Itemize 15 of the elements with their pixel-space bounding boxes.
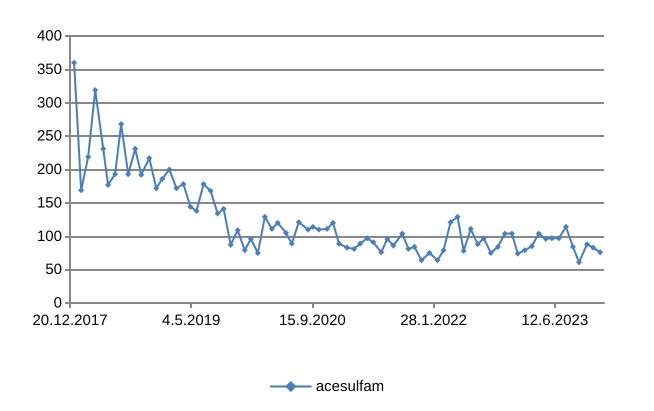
- x-tick-label: 15.9.2020: [279, 312, 346, 329]
- y-tick-label: 50: [45, 261, 62, 278]
- y-tick-label: 250: [36, 128, 62, 145]
- x-tick-label: 4.5.2019: [162, 312, 220, 329]
- y-tick-label: 300: [36, 94, 62, 112]
- x-tick-label: 12.6.2023: [521, 312, 588, 329]
- y-tick-label: 150: [36, 194, 62, 212]
- y-tick-label: 350: [36, 60, 62, 78]
- legend-label: acesulfam: [316, 378, 384, 395]
- y-tick-label: 0: [54, 294, 62, 312]
- y-tick-label: 400: [36, 28, 62, 44]
- y-tick-label: 100: [36, 228, 62, 245]
- x-tick-label: 28.1.2022: [400, 312, 467, 329]
- y-tick-label: 200: [36, 161, 62, 178]
- x-tick-label: 20.12.2017: [32, 312, 108, 329]
